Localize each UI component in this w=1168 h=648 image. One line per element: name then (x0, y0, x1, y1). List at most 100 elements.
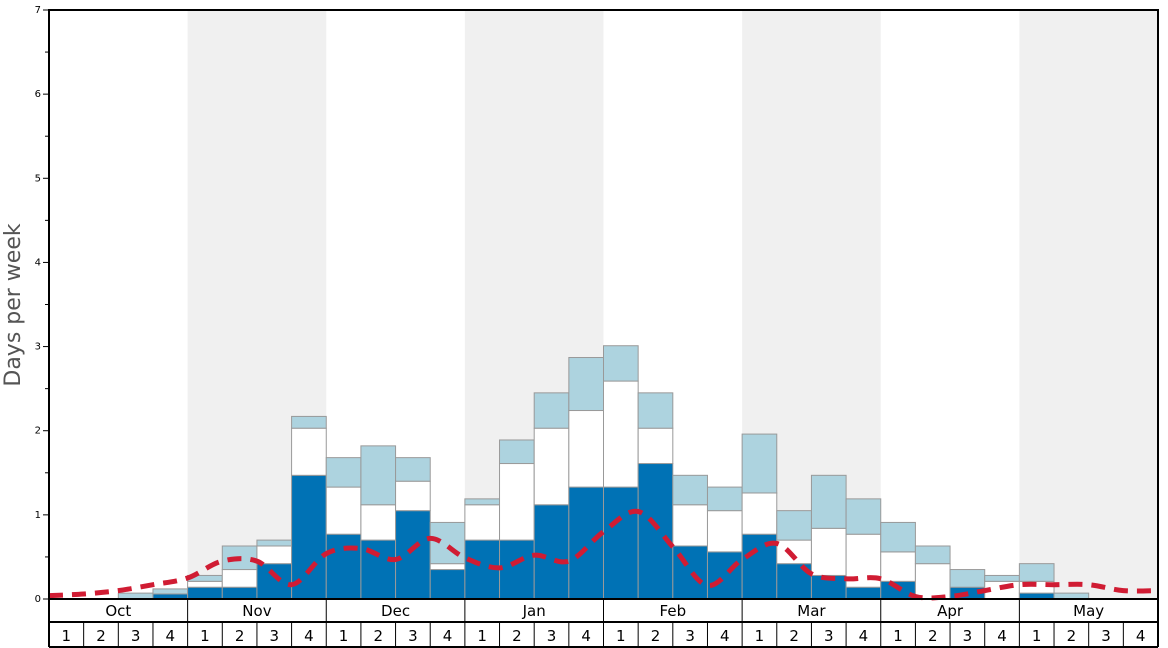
week-label: 1 (477, 627, 487, 645)
line-group (48, 508, 1159, 601)
month-label-feb: Feb (660, 602, 687, 620)
bar-segment-middle (741, 492, 778, 535)
week-label: 4 (1136, 627, 1146, 645)
bar-segment-top (603, 345, 639, 382)
bar-segment-bottom (256, 563, 293, 600)
bar-segment-middle (395, 480, 431, 512)
y-axis: 0 1 2 3 4 5 6 7 (35, 5, 49, 605)
bar-segment-top (949, 569, 986, 588)
week-label: 4 (581, 627, 591, 645)
bar-segment-middle (464, 504, 501, 541)
bar-segment-middle (533, 427, 570, 506)
y-tick-label: 1 (35, 510, 41, 521)
bar-segment-top (499, 439, 535, 465)
bar-segment-top (672, 474, 708, 506)
bar-segment-middle (637, 427, 674, 465)
y-tick-label: 2 (35, 426, 41, 437)
bar-segment-top (152, 588, 189, 595)
bar-segment-bottom (706, 551, 743, 600)
week-label: 1 (200, 627, 210, 645)
week-label: 3 (269, 627, 279, 645)
month-label-jan: Jan (522, 602, 546, 620)
bar-segment-top (568, 357, 604, 412)
bar-segment-top (914, 545, 951, 565)
month-label-may: May (1073, 602, 1104, 620)
bar-segment-top (256, 539, 293, 547)
bar-segment-top (360, 445, 397, 506)
plot-frame (48, 9, 1159, 600)
bar-segment-middle (499, 463, 535, 541)
bar-segment-top (776, 510, 812, 541)
bar-segment-top (533, 392, 570, 429)
bar-segment-middle (810, 527, 847, 576)
bar-segment-bottom (568, 486, 604, 600)
y-tick-label: 4 (35, 257, 41, 268)
week-label: 2 (789, 627, 799, 645)
week-label: 4 (720, 627, 730, 645)
week-label: 3 (963, 627, 973, 645)
week-label: 3 (547, 627, 557, 645)
month-label-mar: Mar (797, 602, 826, 620)
week-label: 2 (1067, 627, 1077, 645)
bar-segment-bottom (395, 510, 431, 600)
bar-segment-bottom (325, 533, 362, 600)
bar-segment-top (984, 574, 1020, 582)
week-label: 2 (651, 627, 661, 645)
week-label: 1 (339, 627, 349, 645)
bar-segment-bottom (672, 545, 708, 600)
week-label: 2 (373, 627, 383, 645)
bar-segment-middle (221, 569, 258, 588)
week-label: 2 (512, 627, 522, 645)
y-tick-label: 5 (35, 173, 41, 184)
bar-segment-middle (603, 380, 639, 488)
month-band-may (1019, 10, 1158, 599)
bar-segment-top (325, 457, 362, 488)
bar-segment-bottom (533, 504, 570, 600)
bar-segment-bottom (499, 539, 535, 600)
month-label-oct: Oct (105, 602, 131, 620)
week-label: 2 (235, 627, 245, 645)
bar-segment-middle (914, 563, 951, 600)
bar-segment-top (1018, 563, 1055, 582)
bar-segment-bottom (845, 586, 882, 600)
week-label: 4 (859, 627, 869, 645)
bar-segment-top (429, 521, 466, 565)
bar-segment-top (845, 498, 882, 535)
bar-segment-top (741, 433, 778, 494)
bar-segment-middle (568, 410, 604, 488)
bar-segment-bottom (221, 586, 258, 600)
bar-segment-middle (672, 504, 708, 547)
bar-segment-top (637, 392, 674, 429)
y-tick-label: 7 (35, 5, 41, 16)
week-label: 3 (824, 627, 834, 645)
week-label: 1 (1032, 627, 1042, 645)
bar-segment-bottom (187, 586, 223, 600)
bar-segment-top (464, 498, 501, 506)
week-label: 1 (893, 627, 903, 645)
week-label: 4 (443, 627, 453, 645)
bar-segment-middle (325, 486, 362, 535)
bar-segment-bottom (360, 539, 397, 600)
x-axis: Oct Nov Dec Jan Feb Mar Apr May 1 2 3 4 1 2 3 4 1 2 3 4 1 2 3 4… (48, 599, 1159, 648)
bars-group (117, 345, 1090, 600)
y-axis-label: Days per week (1, 223, 26, 386)
month-label-apr: Apr (937, 602, 964, 620)
bar-segment-bottom (603, 486, 639, 600)
month-shading-bands (187, 10, 1158, 599)
week-label: 3 (1101, 627, 1111, 645)
bar-segment-middle (706, 510, 743, 553)
week-label: 3 (131, 627, 141, 645)
month-label-nov: Nov (242, 602, 271, 620)
bar-segment-middle (360, 504, 397, 541)
average-line (48, 508, 1159, 601)
bar-segment-bottom (637, 463, 674, 600)
week-label: 2 (96, 627, 106, 645)
bar-segment-middle (880, 551, 916, 582)
week-label: 4 (304, 627, 314, 645)
bar-segment-middle (187, 580, 223, 588)
bar-segment-middle (429, 563, 466, 571)
week-label: 4 (997, 627, 1007, 645)
month-label-dec: Dec (381, 602, 410, 620)
y-tick-label: 6 (35, 89, 41, 100)
week-label: 1 (616, 627, 626, 645)
